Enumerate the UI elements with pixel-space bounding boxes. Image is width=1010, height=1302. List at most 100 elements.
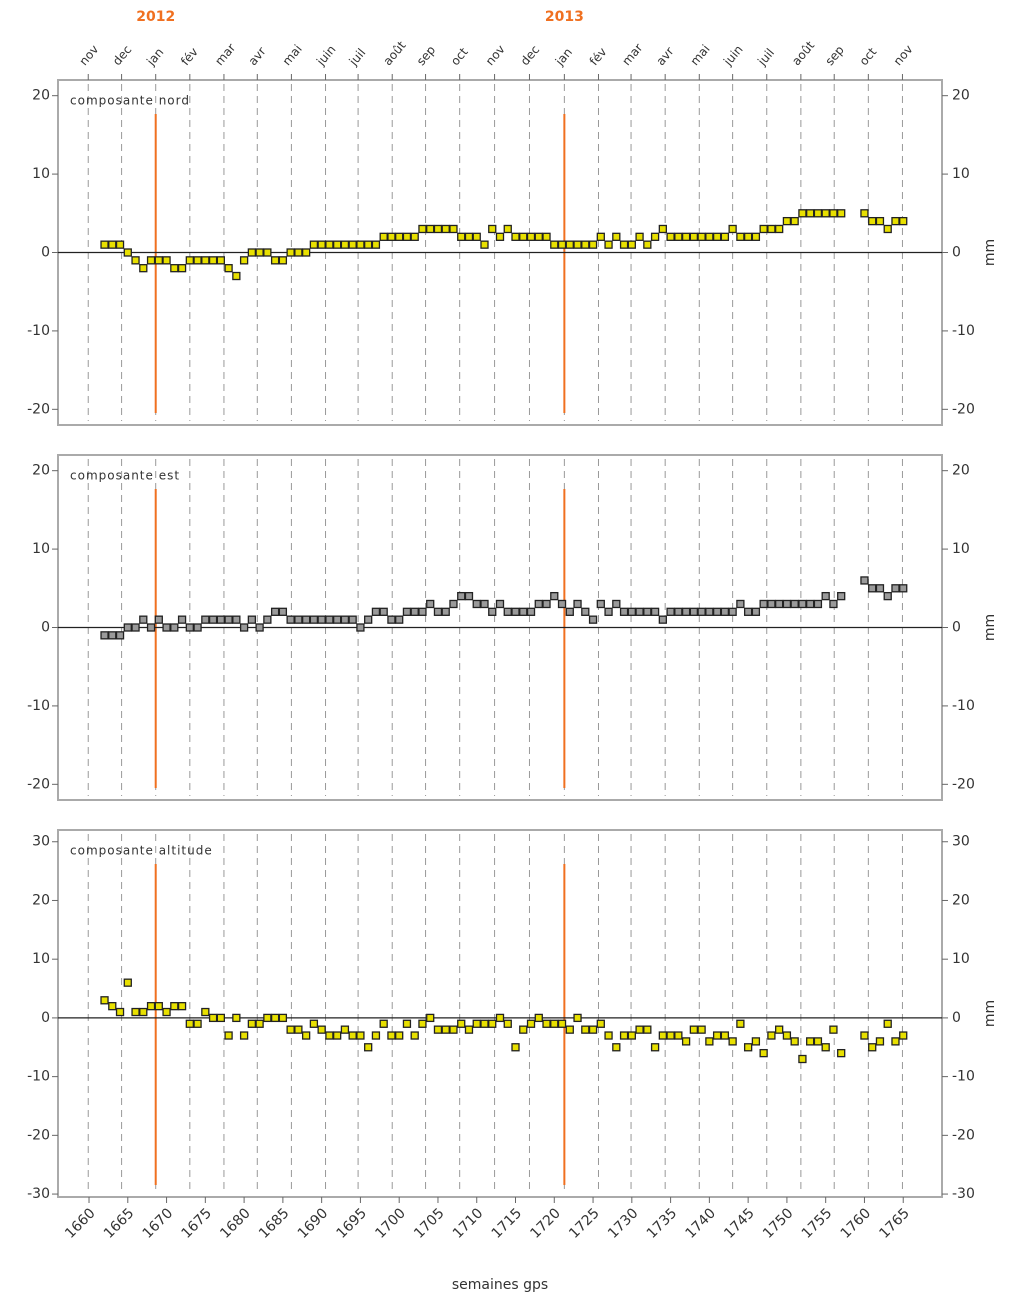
x2-tick-label: juin — [313, 42, 338, 69]
data-point — [806, 599, 815, 609]
y-axis-label: mm — [982, 614, 998, 641]
data-point — [806, 1037, 815, 1046]
x-tick-label: 1705 — [411, 1205, 448, 1242]
data-point — [588, 240, 598, 249]
data-point — [418, 607, 427, 616]
data-point — [139, 264, 148, 273]
data-point — [379, 232, 388, 241]
data-point — [720, 1031, 730, 1040]
data-point — [728, 607, 737, 616]
data-point — [441, 607, 450, 616]
data-point — [495, 599, 505, 609]
x-tick-label: 1730 — [605, 1205, 642, 1242]
data-point — [619, 607, 629, 616]
data-point — [216, 256, 225, 265]
data-point — [387, 1031, 396, 1040]
data-point — [418, 1019, 427, 1028]
data-point — [674, 232, 683, 241]
data-point — [348, 1031, 357, 1040]
data-point — [868, 1043, 877, 1052]
x2-tick-label: oct — [448, 45, 471, 69]
data-point — [123, 978, 132, 987]
data-point — [170, 264, 179, 273]
data-point — [720, 232, 730, 241]
x-tick-label: 1765 — [876, 1205, 913, 1242]
data-point — [813, 599, 823, 609]
data-point — [286, 1025, 295, 1034]
panel-title: composante est — [70, 469, 180, 483]
data-point — [387, 615, 396, 624]
data-point — [356, 1031, 365, 1040]
data-point — [464, 591, 474, 601]
data-point — [550, 1019, 559, 1028]
data-point — [333, 615, 342, 624]
x-tick-label: 1715 — [489, 1205, 526, 1242]
data-point — [573, 1013, 582, 1023]
data-point — [899, 584, 908, 593]
data-point — [162, 1007, 171, 1017]
data-point — [177, 264, 187, 273]
data-point — [658, 1031, 667, 1040]
data-point — [751, 232, 761, 241]
data-point — [480, 1019, 489, 1028]
data-point — [115, 631, 125, 640]
data-point — [317, 615, 326, 624]
data-point — [371, 1031, 381, 1040]
data-point — [891, 584, 900, 593]
x2-tick-label: avr — [246, 44, 269, 68]
data-point — [495, 232, 505, 241]
x-tick-label: 1665 — [101, 1205, 138, 1242]
data-point — [519, 607, 528, 616]
data-point — [650, 607, 660, 616]
x2-tick-label: mai — [280, 42, 305, 68]
data-point — [402, 607, 412, 616]
data-point — [666, 1031, 675, 1040]
data-point — [813, 209, 823, 218]
data-point — [263, 248, 272, 257]
data-point — [643, 607, 652, 616]
data-point — [495, 1013, 505, 1023]
data-point — [767, 1031, 776, 1040]
data-point — [627, 240, 636, 249]
data-point — [736, 599, 745, 609]
data-point — [899, 216, 908, 226]
data-point — [340, 1025, 350, 1034]
data-point — [364, 240, 373, 249]
y-tick-label-right: 20 — [952, 892, 970, 908]
data-point — [829, 209, 838, 218]
x-tick-label: 1695 — [334, 1205, 371, 1242]
y-tick-label: 20 — [32, 88, 50, 104]
data-point — [619, 240, 629, 249]
y-tick-label-right: -20 — [952, 401, 975, 417]
data-point — [837, 1048, 846, 1058]
data-point — [612, 599, 621, 609]
data-point — [658, 224, 667, 234]
data-point — [278, 607, 288, 616]
data-point — [294, 1025, 303, 1034]
data-point — [239, 623, 249, 632]
plot-frame — [57, 829, 943, 1198]
data-point — [666, 232, 675, 241]
data-point — [325, 615, 334, 624]
data-point — [464, 232, 474, 241]
data-point — [775, 1025, 784, 1034]
data-point — [139, 1007, 148, 1017]
data-point — [697, 1025, 706, 1034]
data-point — [697, 607, 706, 616]
data-point — [627, 607, 636, 616]
data-point — [348, 240, 357, 249]
data-point — [875, 216, 885, 226]
data-point — [798, 209, 807, 218]
data-point — [588, 1025, 598, 1034]
y-tick-label: -20 — [27, 776, 50, 792]
data-point — [728, 224, 737, 234]
data-point — [301, 1031, 311, 1040]
data-point — [681, 607, 691, 616]
data-point — [395, 1031, 404, 1040]
data-point — [131, 623, 140, 632]
data-point — [364, 615, 373, 624]
data-point — [146, 256, 156, 265]
data-point — [170, 623, 179, 632]
data-point — [239, 1031, 249, 1040]
data-point — [286, 615, 295, 624]
